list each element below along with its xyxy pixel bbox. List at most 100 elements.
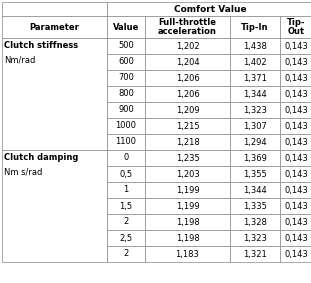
Text: 600: 600 [118, 57, 134, 67]
Text: 2: 2 [123, 250, 129, 258]
Bar [230, 150, 280, 166]
Bar [145, 230, 230, 246]
Text: 0,143: 0,143 [285, 138, 309, 147]
Bar [145, 54, 230, 70]
Text: 1,323: 1,323 [243, 106, 267, 115]
Text: 900: 900 [118, 106, 134, 115]
Bar [230, 214, 280, 230]
Text: 1,198: 1,198 [176, 218, 199, 226]
Bar [145, 134, 230, 150]
Bar [145, 86, 230, 102]
Text: 0,143: 0,143 [285, 89, 309, 98]
Bar [107, 214, 145, 230]
Text: 1100: 1100 [115, 138, 137, 147]
Bar [107, 246, 145, 262]
Text: 1,218: 1,218 [176, 138, 199, 147]
Bar [145, 118, 230, 134]
Text: 0,143: 0,143 [285, 42, 309, 50]
Text: 1,369: 1,369 [243, 153, 267, 162]
Bar [2, 16, 107, 38]
Text: Clutch damping: Clutch damping [4, 153, 78, 162]
Text: 1,344: 1,344 [243, 89, 267, 98]
Bar [230, 70, 280, 86]
Text: 1,183: 1,183 [176, 250, 199, 258]
Text: 800: 800 [118, 89, 134, 98]
Bar [280, 102, 311, 118]
Bar [145, 166, 230, 182]
Text: 1,402: 1,402 [243, 57, 267, 67]
Bar [230, 166, 280, 182]
Bar [280, 198, 311, 214]
Bar [230, 38, 280, 54]
Bar [145, 70, 230, 86]
Bar [145, 38, 230, 54]
Bar [230, 198, 280, 214]
Text: 1000: 1000 [115, 121, 137, 130]
Bar [107, 70, 145, 86]
Text: Parameter: Parameter [30, 23, 79, 31]
Text: 0,143: 0,143 [285, 250, 309, 258]
Text: 1,307: 1,307 [243, 121, 267, 130]
Bar [230, 54, 280, 70]
Text: 1,204: 1,204 [176, 57, 199, 67]
Text: 1,206: 1,206 [176, 74, 199, 83]
Bar [145, 182, 230, 198]
Bar [230, 134, 280, 150]
Text: Nm s/rad: Nm s/rad [4, 167, 42, 176]
Text: 0,143: 0,143 [285, 218, 309, 226]
Bar [107, 230, 145, 246]
Bar [2, 2, 107, 16]
Bar [280, 86, 311, 102]
Text: Full-throttle
acceleration: Full-throttle acceleration [158, 18, 217, 36]
Bar [230, 102, 280, 118]
Text: 1,344: 1,344 [243, 185, 267, 194]
Text: 0,143: 0,143 [285, 74, 309, 83]
Bar [230, 118, 280, 134]
Bar [280, 182, 311, 198]
Text: 1,198: 1,198 [176, 233, 199, 243]
Bar [107, 150, 145, 166]
Bar [107, 182, 145, 198]
Text: 1,5: 1,5 [119, 201, 132, 211]
Text: 1,294: 1,294 [243, 138, 267, 147]
Bar [280, 166, 311, 182]
Bar [230, 246, 280, 262]
Bar [280, 118, 311, 134]
Bar [230, 86, 280, 102]
Text: 500: 500 [118, 42, 134, 50]
Bar [107, 118, 145, 134]
Bar [280, 246, 311, 262]
Text: 1,371: 1,371 [243, 74, 267, 83]
Text: 0,143: 0,143 [285, 170, 309, 179]
Bar [145, 150, 230, 166]
Bar [107, 134, 145, 150]
Text: 0: 0 [123, 153, 129, 162]
Bar [280, 150, 311, 166]
Bar [145, 198, 230, 214]
Text: 700: 700 [118, 74, 134, 83]
Bar [280, 16, 311, 38]
Bar [107, 2, 311, 16]
Text: Value: Value [113, 23, 139, 31]
Text: 1,438: 1,438 [243, 42, 267, 50]
Bar [2, 38, 107, 150]
Text: Tip-In: Tip-In [241, 23, 269, 31]
Text: 1,199: 1,199 [176, 201, 199, 211]
Bar [230, 16, 280, 38]
Bar [145, 16, 230, 38]
Bar [280, 70, 311, 86]
Bar [107, 86, 145, 102]
Text: 2,5: 2,5 [119, 233, 132, 243]
Bar [145, 102, 230, 118]
Text: 0,5: 0,5 [119, 170, 132, 179]
Bar [280, 38, 311, 54]
Text: Nm/rad: Nm/rad [4, 55, 35, 64]
Text: 1,355: 1,355 [243, 170, 267, 179]
Text: 1,321: 1,321 [243, 250, 267, 258]
Bar [107, 198, 145, 214]
Bar [2, 150, 107, 262]
Bar [230, 182, 280, 198]
Bar [280, 54, 311, 70]
Bar [280, 134, 311, 150]
Text: 1,335: 1,335 [243, 201, 267, 211]
